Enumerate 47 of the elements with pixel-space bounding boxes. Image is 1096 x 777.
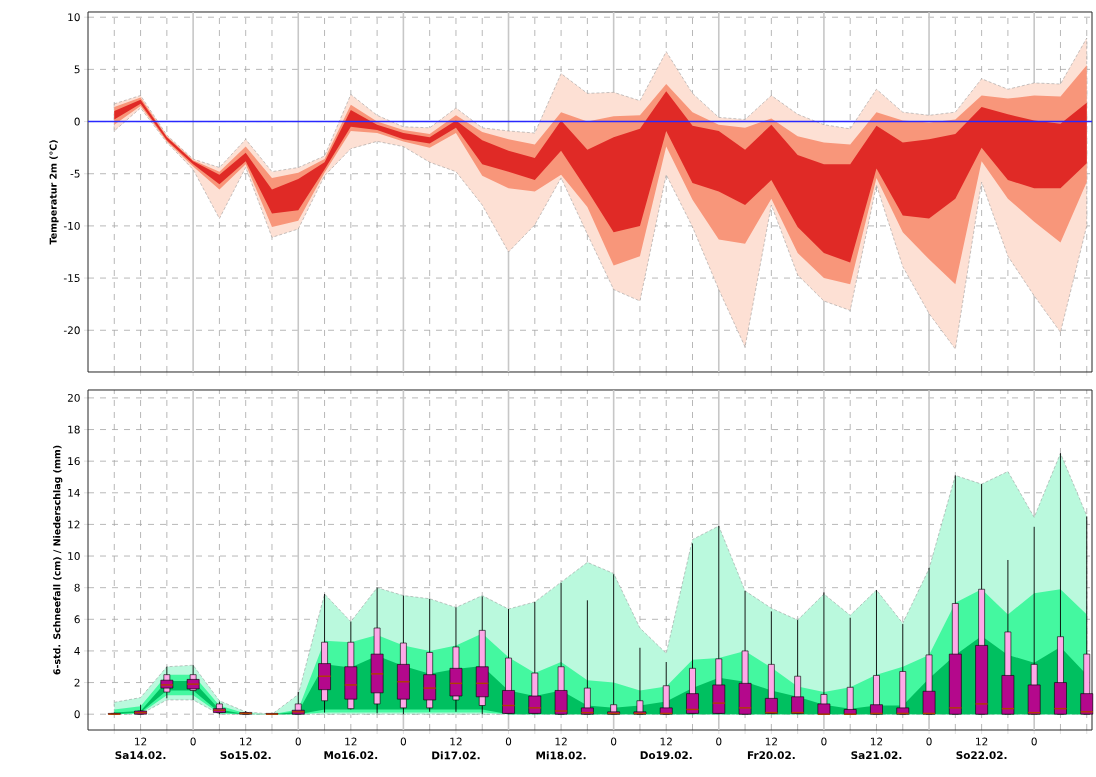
- text: Sa21.02.: [851, 751, 902, 760]
- y-tick-label: 5: [74, 65, 80, 74]
- x-tick-label: 12: [555, 737, 567, 746]
- text: So22.02.: [956, 751, 1007, 760]
- y-tick-label: 10: [68, 552, 80, 560]
- text: Fr20.02.: [747, 751, 795, 760]
- y-tick-label: 12: [68, 520, 80, 529]
- y-tick-label: 18: [68, 425, 80, 434]
- x-tick-label: 0: [190, 737, 196, 746]
- y-tick-label: 14: [68, 488, 80, 497]
- x-tick-label: 0: [400, 737, 407, 746]
- x-tick-label: 12: [135, 737, 147, 746]
- x-tick-label: 0: [611, 737, 617, 746]
- y-tick-label: 10: [68, 13, 80, 22]
- y-axis-title: 6-std. Schneefall (cm) / Niederschlag (mm): [53, 445, 63, 675]
- y-tick-label: -5: [70, 169, 80, 178]
- x-tick-label: 12: [450, 737, 462, 746]
- text: So15.02.: [220, 751, 271, 760]
- y-tick-label: 16: [68, 457, 80, 466]
- y-axis-title: Temperatur 2m (°C): [49, 140, 59, 245]
- x-tick-label: 12: [765, 737, 777, 746]
- x-tick-label: 0: [716, 737, 722, 746]
- y-tick-label: 6: [74, 615, 80, 624]
- x-tick-label: 0: [821, 737, 827, 746]
- y-tick-label: 20: [67, 393, 80, 402]
- text: Mo16.02.: [324, 751, 378, 760]
- x-tick-label: 12: [870, 737, 883, 746]
- x-tick-label: 12: [660, 737, 672, 746]
- x-tick-label: 0: [1031, 737, 1037, 746]
- x-tick-label: 0: [505, 737, 512, 746]
- y-tick-label: 0: [74, 117, 80, 126]
- y-tick-label: 8: [74, 583, 80, 592]
- text: Mi18.02.: [536, 751, 586, 760]
- y-tick-label: -15: [63, 274, 80, 282]
- y-tick-label: 4: [74, 647, 80, 655]
- y-tick-label: 0: [74, 710, 80, 719]
- y-tick-label: -20: [63, 326, 80, 335]
- y-tick-label: 2: [74, 678, 80, 687]
- x-tick-label: 12: [976, 737, 988, 746]
- x-tick-label: 0: [926, 737, 932, 746]
- text: Sa14.02.: [115, 751, 166, 760]
- text: Do19.02.: [640, 751, 692, 760]
- text: Di17.02.: [432, 751, 480, 760]
- x-tick-label: 0: [295, 737, 301, 746]
- x-tick-label: 12: [240, 737, 252, 746]
- x-tick-label: 12: [345, 737, 357, 746]
- y-tick-label: -10: [63, 221, 80, 230]
